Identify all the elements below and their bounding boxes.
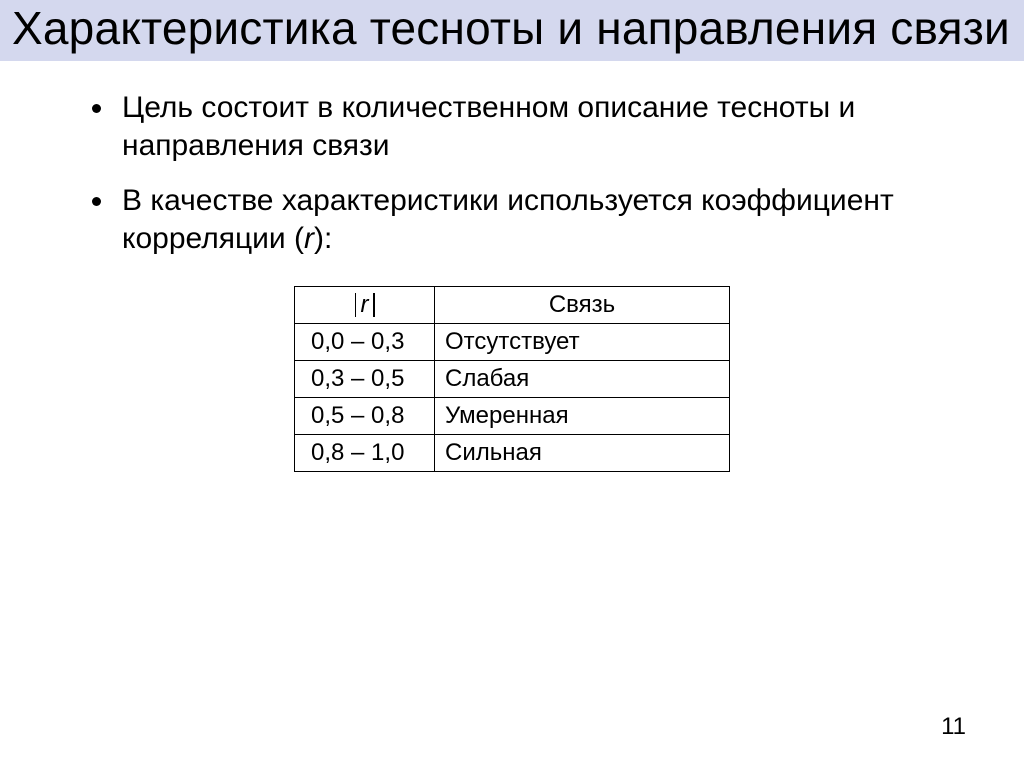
cell-label: Умеренная <box>435 398 730 435</box>
header-r: r <box>295 287 435 324</box>
table-row: 0,0 – 0,3 Отсутствует <box>295 324 730 361</box>
bullet-list: Цель состоит в количественном описание т… <box>48 89 976 259</box>
cell-range: 0,5 – 0,8 <box>295 398 435 435</box>
title-band: Характеристика тесноты и направления свя… <box>0 0 1024 61</box>
cell-range: 0,0 – 0,3 <box>295 324 435 361</box>
italic-r: r <box>304 222 314 255</box>
cell-label: Отсутствует <box>435 324 730 361</box>
bullet-text: Цель состоит в количественном описание т… <box>122 91 855 162</box>
slide-container: Характеристика тесноты и направления свя… <box>0 0 1024 767</box>
cell-label: Слабая <box>435 361 730 398</box>
cell-range: 0,8 – 1,0 <box>295 435 435 472</box>
table-row: 0,3 – 0,5 Слабая <box>295 361 730 398</box>
slide-body: Цель состоит в количественном описание т… <box>0 61 1024 473</box>
bullet-text-prefix: В качестве характеристики используется к… <box>122 184 894 255</box>
table-header-row: r Связь <box>295 287 730 324</box>
table-wrapper: r Связь 0,0 – 0,3 Отсутствует 0,3 – 0,5 … <box>48 286 976 472</box>
table-row: 0,8 – 1,0 Сильная <box>295 435 730 472</box>
bullet-text-suffix: ): <box>314 222 332 255</box>
bullet-item: В качестве характеристики используется к… <box>116 182 976 259</box>
cell-range: 0,3 – 0,5 <box>295 361 435 398</box>
slide-title: Характеристика тесноты и направления свя… <box>12 2 1012 55</box>
correlation-table: r Связь 0,0 – 0,3 Отсутствует 0,3 – 0,5 … <box>294 286 730 472</box>
header-link: Связь <box>435 287 730 324</box>
bullet-item: Цель состоит в количественном описание т… <box>116 89 976 166</box>
page-number: 11 <box>941 713 966 741</box>
table-row: 0,5 – 0,8 Умеренная <box>295 398 730 435</box>
cell-label: Сильная <box>435 435 730 472</box>
